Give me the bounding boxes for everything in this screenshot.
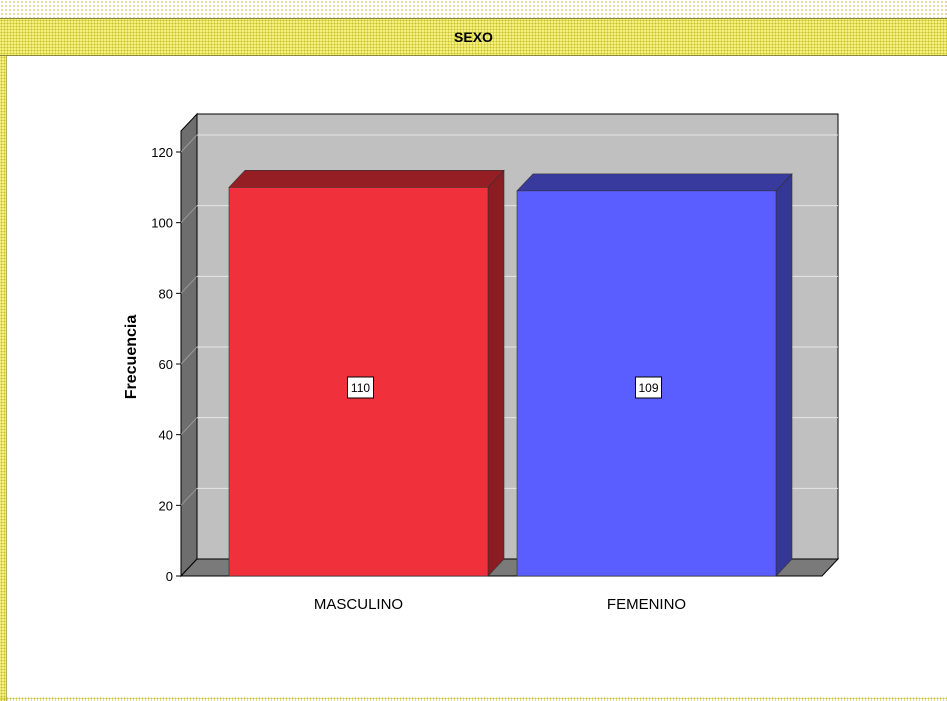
gridline-side	[180, 134, 198, 153]
bar-masculino: 110	[228, 169, 505, 577]
bar-top	[228, 170, 505, 188]
gridline-side	[180, 275, 198, 294]
y-axis-ticks: 0 20 40 60 80 100 120	[151, 145, 181, 584]
x-category-label: MASCULINO	[314, 596, 403, 613]
gridline-side	[180, 346, 198, 365]
data-label-box	[347, 376, 374, 399]
y-tick-label: 120	[151, 145, 173, 160]
chart-bars: 110 109	[228, 169, 793, 577]
y-tick-label: 100	[151, 216, 173, 231]
y-tick-label: 40	[159, 428, 173, 443]
bar-femenino: 109	[516, 173, 793, 577]
bottom-border-strip	[0, 697, 947, 701]
gridline-side	[180, 487, 198, 506]
y-tick-label: 0	[166, 569, 173, 584]
y-axis-label: Frecuencia	[123, 315, 140, 400]
bar-side	[487, 169, 505, 577]
data-label: 109	[638, 381, 658, 395]
x-category-label: FEMENINO	[607, 596, 686, 613]
left-border-strip	[0, 56, 7, 701]
gridline-side	[180, 205, 198, 224]
bar-side	[775, 173, 793, 577]
gridline-side	[180, 417, 198, 436]
y-tick-label: 80	[159, 286, 173, 301]
data-label-box	[635, 376, 662, 399]
page-top-strip	[0, 0, 947, 18]
chart-title-bar: SEXO	[0, 18, 947, 56]
left-wall	[180, 112, 198, 578]
bar-top	[516, 173, 793, 192]
data-label: 110	[351, 381, 370, 395]
y-tick-label: 60	[159, 357, 173, 372]
x-axis-categories: MASCULINO FEMENINO	[314, 596, 686, 613]
chart-title: SEXO	[454, 29, 493, 45]
y-tick-label: 20	[159, 498, 173, 513]
